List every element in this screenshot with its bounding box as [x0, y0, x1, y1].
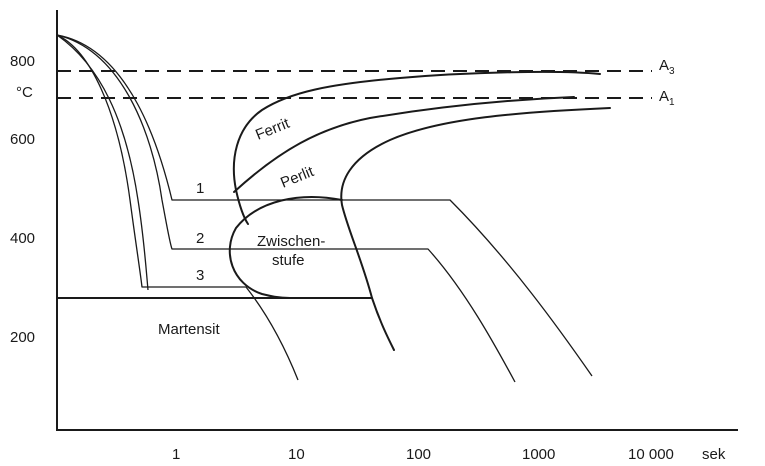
y-tick-600: 600: [10, 131, 35, 148]
x-tick-1000: 1000: [522, 446, 555, 463]
cooling-curve-3: [56, 34, 299, 381]
y-tick-200: 200: [10, 329, 35, 346]
region-label-zwischenstufe-1: Zwischen-: [257, 233, 325, 250]
cooling-curve-label-3: 3: [196, 267, 204, 284]
y-tick-400: 400: [10, 230, 35, 247]
x-axis-unit: sek: [702, 446, 726, 463]
x-tick-10: 10: [288, 446, 305, 463]
cooling-curve-1: [56, 34, 593, 377]
cooling-curve-label-2: 2: [196, 230, 204, 247]
region-label-perlit: Perlit: [278, 163, 317, 192]
cooling-curve-label-1: 1: [196, 180, 204, 197]
cooling-curve-fast: [56, 34, 149, 291]
cooling-curve-2: [56, 34, 516, 383]
region-label-ferrit: Ferrit: [253, 115, 293, 144]
a3-label: A3: [659, 57, 675, 77]
region-label-martensit: Martensit: [158, 321, 221, 338]
zwischenstufe-begin-curve: [228, 196, 343, 299]
perlit-begin-curve: [233, 96, 575, 193]
ferrit-begin-curve: [232, 70, 601, 225]
perlit-end-curve: [340, 107, 611, 351]
y-tick-800: 800: [10, 53, 35, 70]
x-tick-100: 100: [406, 446, 431, 463]
a1-label: A1: [659, 88, 675, 108]
x-tick-1: 1: [172, 446, 180, 463]
y-axis-unit: °C: [16, 84, 33, 101]
x-tick-10000: 10 000: [628, 446, 674, 463]
region-label-zwischenstufe-2: stufe: [272, 252, 305, 269]
axes: [56, 10, 738, 431]
